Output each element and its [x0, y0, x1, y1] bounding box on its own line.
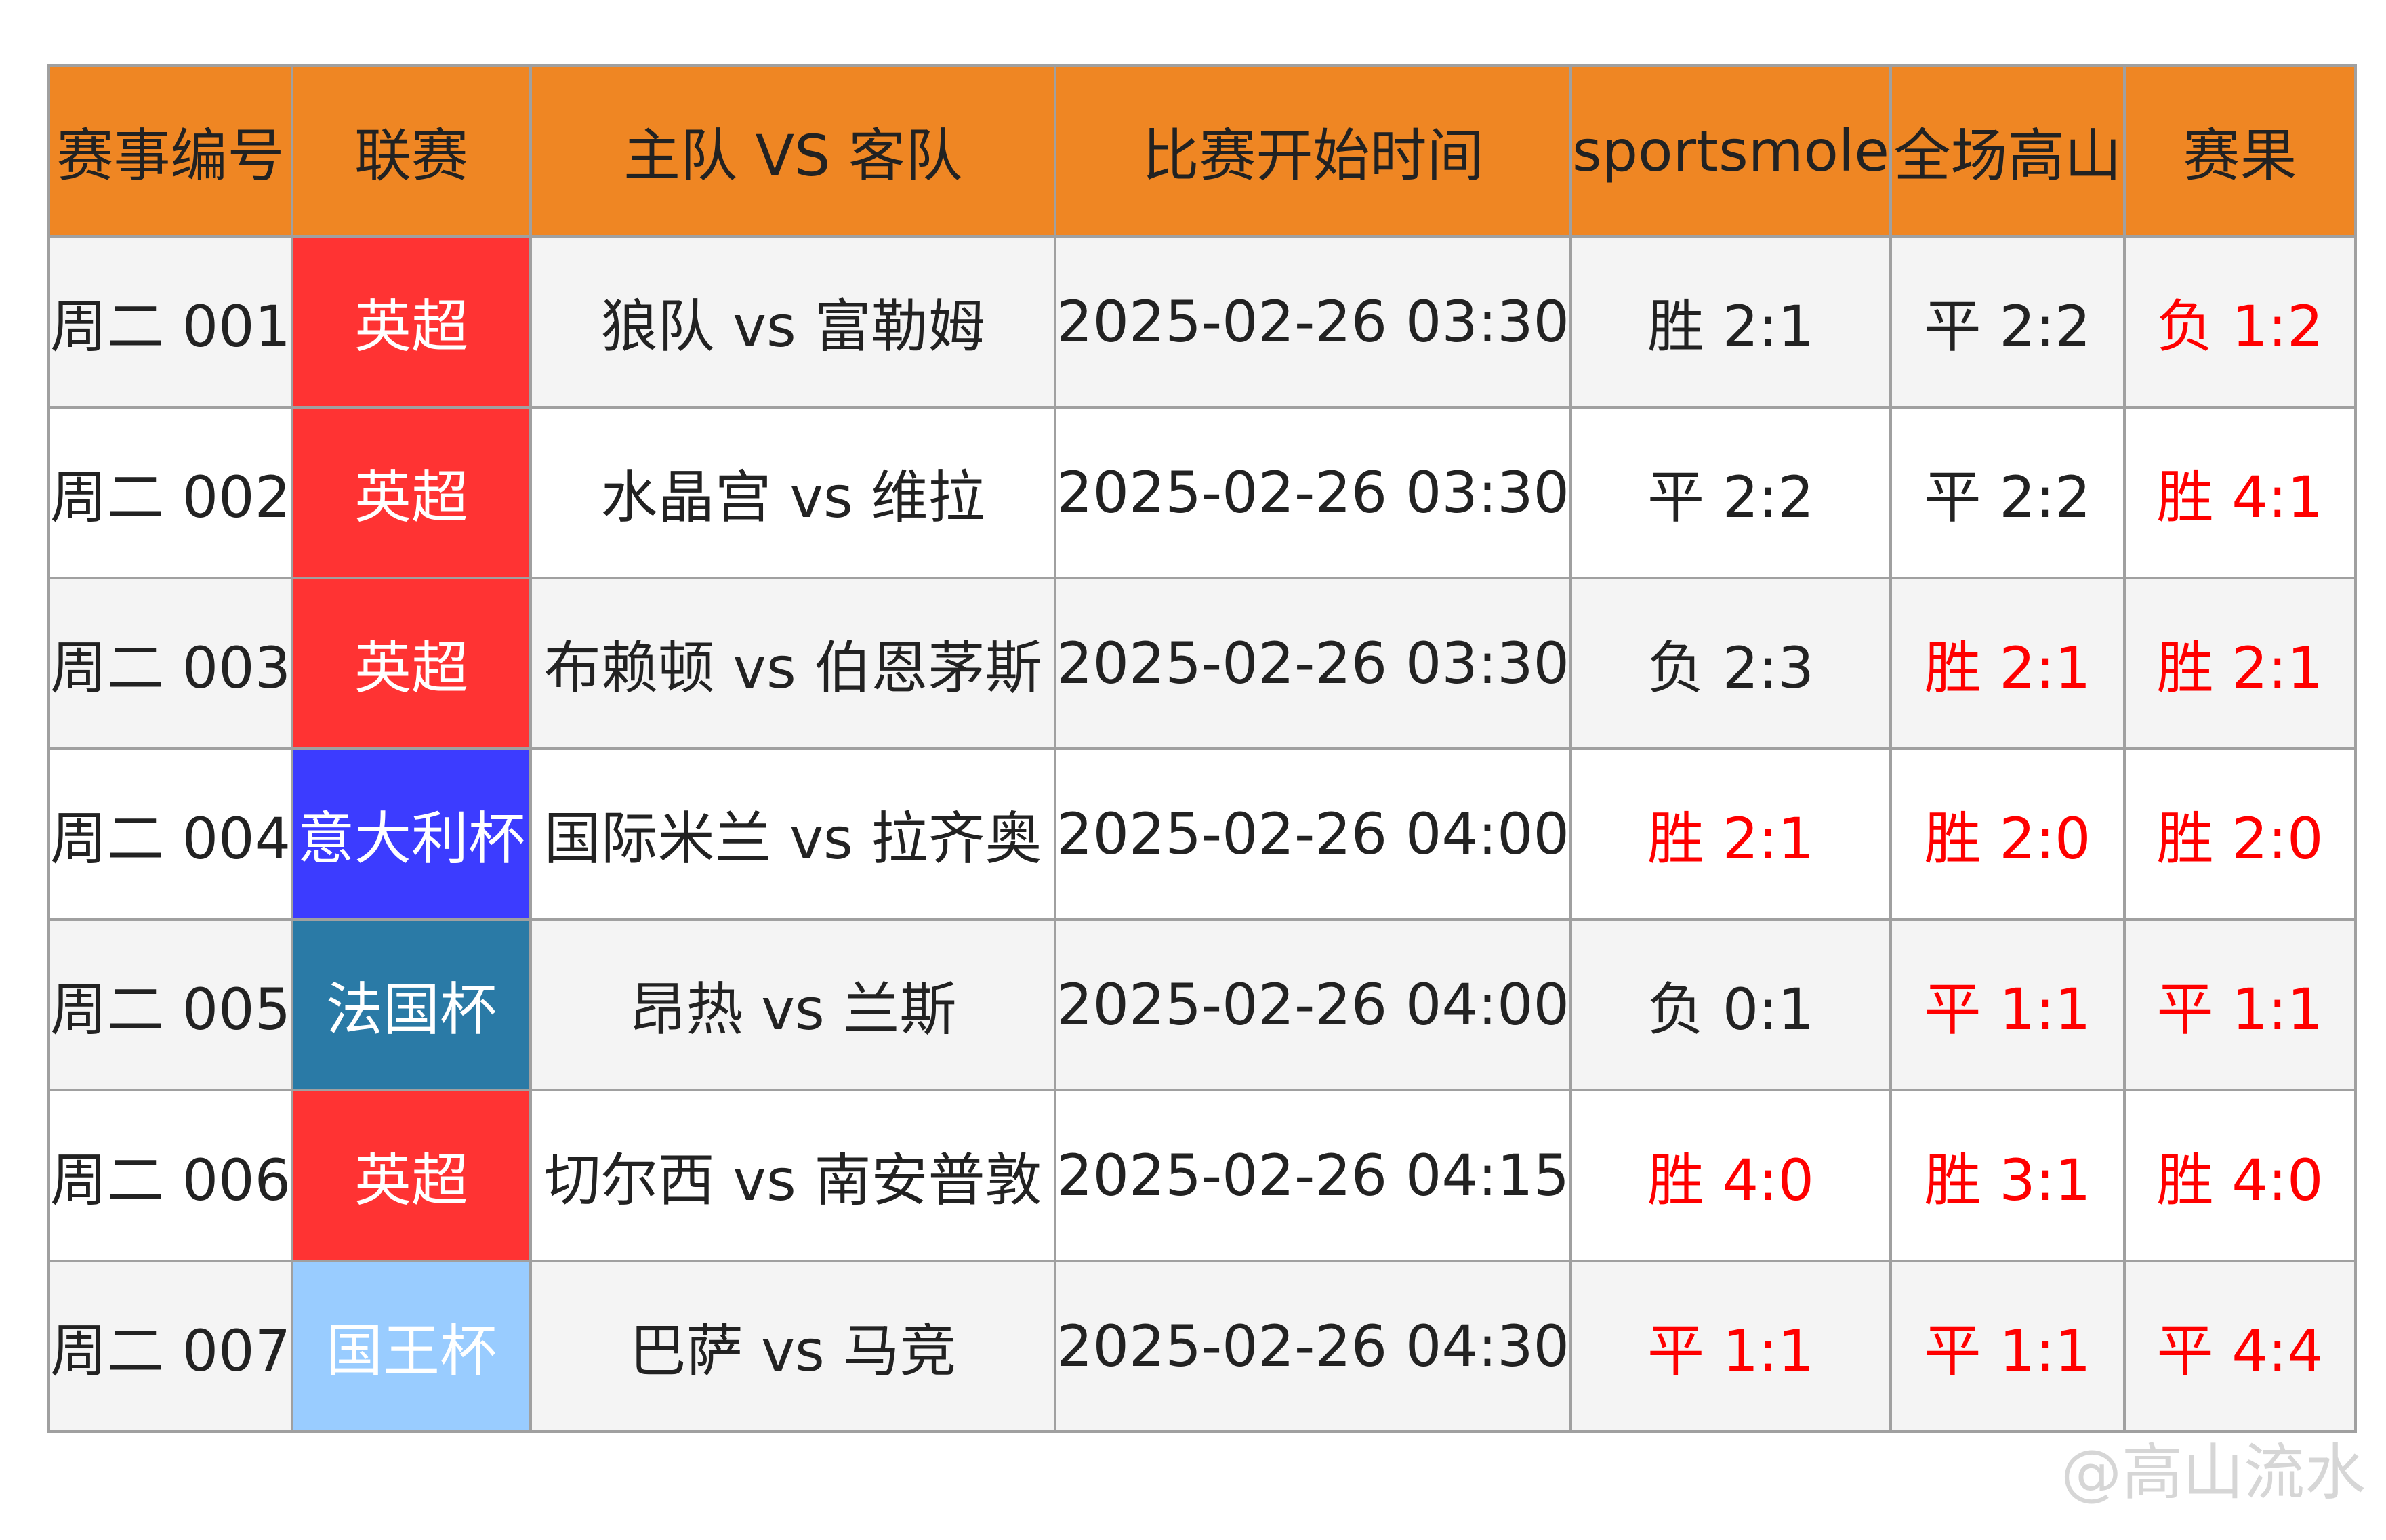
- column-header: sportsmole: [1569, 64, 1892, 238]
- gaoshan-pick: 胜 2:1: [1889, 577, 2126, 750]
- column-header: 赛事编号: [47, 64, 294, 238]
- kickoff-time: 2025-02-26 04:00: [1054, 747, 1572, 921]
- watermark: @高山流水: [2061, 1437, 2366, 1508]
- match-id: 周二 004: [47, 747, 294, 921]
- kickoff-time: 2025-02-26 03:30: [1054, 406, 1572, 579]
- match-result: 胜 4:0: [2122, 1089, 2357, 1262]
- sportsmole-pick: 平 2:2: [1569, 406, 1892, 579]
- match-result: 胜 4:1: [2122, 406, 2357, 579]
- header-row: 赛事编号 联赛 主队 VS 客队 比赛开始时间 sportsmole 全场高山 赛果: [47, 64, 2357, 238]
- sportsmole-pick: 负 2:3: [1569, 577, 1892, 750]
- teams-cell: 狼队 vs 富勒姆: [529, 235, 1057, 409]
- match-result: 平 1:1: [2122, 918, 2357, 1091]
- match-id: 周二 006: [47, 1089, 294, 1262]
- column-header: 全场高山: [1889, 64, 2126, 238]
- column-header: 比赛开始时间: [1054, 64, 1572, 238]
- match-id: 周二 007: [47, 1260, 294, 1433]
- gaoshan-pick: 胜 2:0: [1889, 747, 2126, 921]
- gaoshan-pick: 平 1:1: [1889, 1260, 2126, 1433]
- column-header: 主队 VS 客队: [529, 64, 1057, 238]
- teams-cell: 巴萨 vs 马竞: [529, 1260, 1057, 1433]
- sportsmole-pick: 胜 2:1: [1569, 747, 1892, 921]
- match-id: 周二 002: [47, 406, 294, 579]
- gaoshan-pick: 平 1:1: [1889, 918, 2126, 1091]
- kickoff-time: 2025-02-26 04:00: [1054, 918, 1572, 1091]
- match-result: 负 1:2: [2122, 235, 2357, 409]
- sportsmole-pick: 胜 2:1: [1569, 235, 1892, 409]
- kickoff-time: 2025-02-26 04:15: [1054, 1089, 1572, 1262]
- match-result: 胜 2:1: [2122, 577, 2357, 750]
- match-result: 胜 2:0: [2122, 747, 2357, 921]
- gaoshan-pick: 平 2:2: [1889, 235, 2126, 409]
- column-header: 赛果: [2122, 64, 2357, 238]
- kickoff-time: 2025-02-26 03:30: [1054, 577, 1572, 750]
- teams-cell: 水晶宫 vs 维拉: [529, 406, 1057, 579]
- gaoshan-pick: 胜 3:1: [1889, 1089, 2126, 1262]
- sportsmole-pick: 胜 4:0: [1569, 1089, 1892, 1262]
- teams-cell: 昂热 vs 兰斯: [529, 918, 1057, 1091]
- sportsmole-pick: 平 1:1: [1569, 1260, 1892, 1433]
- table-row: 周二 004 意大利杯 国际米兰 vs 拉齐奥 2025-02-26 04:00 胜 2…: [47, 747, 2357, 921]
- teams-cell: 布赖顿 vs 伯恩茅斯: [529, 577, 1057, 750]
- league-cell: 英超: [291, 406, 533, 579]
- kickoff-time: 2025-02-26 03:30: [1054, 235, 1572, 409]
- table-row: 周二 002 英超 水晶宫 vs 维拉 2025-02-26 03:30 平 2:2 平 …: [47, 406, 2357, 579]
- kickoff-time: 2025-02-26 04:30: [1054, 1260, 1572, 1433]
- sportsmole-pick: 负 0:1: [1569, 918, 1892, 1091]
- table-row: 周二 003 英超 布赖顿 vs 伯恩茅斯 2025-02-26 03:30 负 2:3…: [47, 577, 2357, 750]
- league-cell: 英超: [291, 235, 533, 409]
- match-id: 周二 005: [47, 918, 294, 1091]
- table-body: 周二 001 英超 狼队 vs 富勒姆 2025-02-26 03:30 胜 2:1 平 …: [47, 235, 2357, 1433]
- league-cell: 英超: [291, 577, 533, 750]
- teams-cell: 切尔西 vs 南安普敦: [529, 1089, 1057, 1262]
- league-cell: 意大利杯: [291, 747, 533, 921]
- match-table: 赛事编号 联赛 主队 VS 客队 比赛开始时间 sportsmole 全场高山 赛果 周二 …: [47, 64, 2357, 1433]
- league-cell: 国王杯: [291, 1260, 533, 1433]
- table-row: 周二 006 英超 切尔西 vs 南安普敦 2025-02-26 04:15 胜 4:0…: [47, 1089, 2357, 1262]
- teams-cell: 国际米兰 vs 拉齐奥: [529, 747, 1057, 921]
- table-row: 周二 007 国王杯 巴萨 vs 马竞 2025-02-26 04:30 平 1:1 平 …: [47, 1260, 2357, 1433]
- league-cell: 法国杯: [291, 918, 533, 1091]
- gaoshan-pick: 平 2:2: [1889, 406, 2126, 579]
- match-id: 周二 003: [47, 577, 294, 750]
- column-header: 联赛: [291, 64, 533, 238]
- table-row: 周二 005 法国杯 昂热 vs 兰斯 2025-02-26 04:00 负 0:1 平 …: [47, 918, 2357, 1091]
- match-result: 平 4:4: [2122, 1260, 2357, 1433]
- match-id: 周二 001: [47, 235, 294, 409]
- table-row: 周二 001 英超 狼队 vs 富勒姆 2025-02-26 03:30 胜 2:1 平 …: [47, 235, 2357, 409]
- league-cell: 英超: [291, 1089, 533, 1262]
